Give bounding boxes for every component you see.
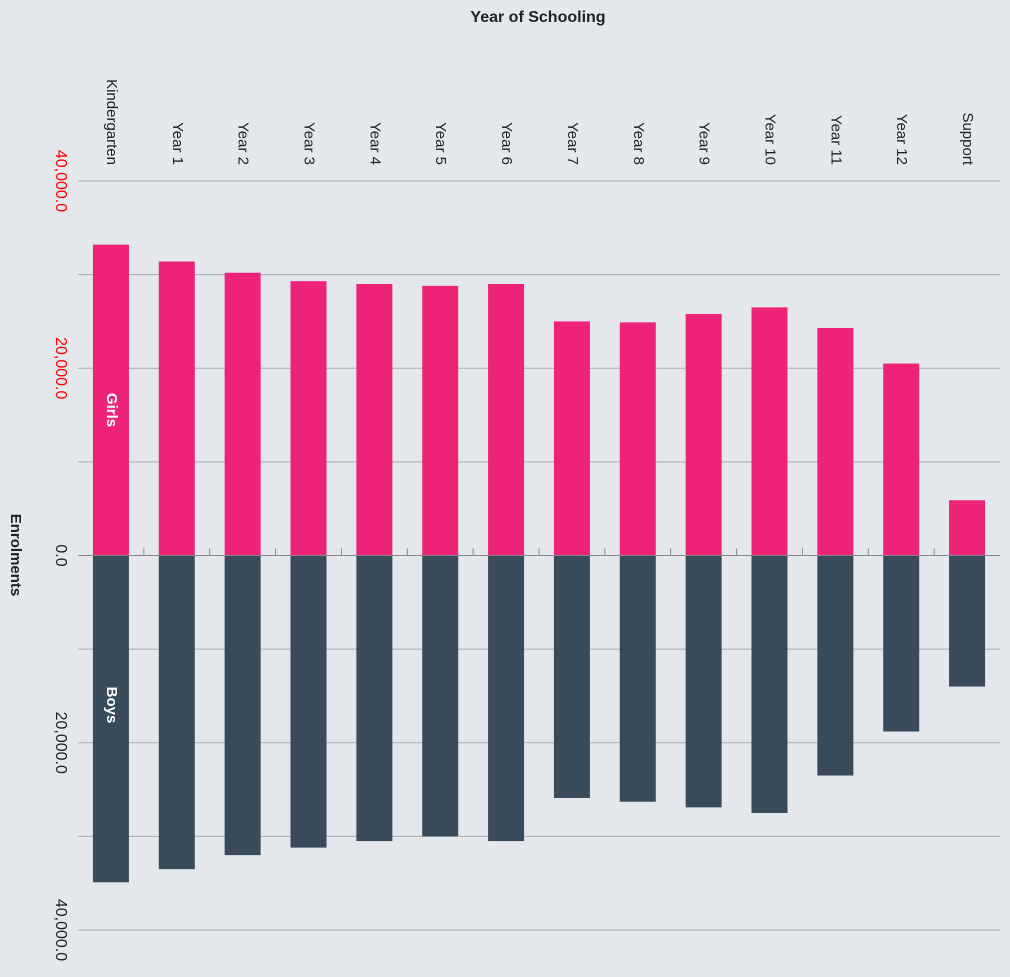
x-tick-label: Year 9 — [696, 122, 713, 165]
y-tick-label: 0.0 — [52, 544, 69, 566]
chart-title: Year of Schooling — [470, 9, 605, 26]
bar — [488, 283, 525, 556]
x-tick-label: Year 5 — [432, 122, 449, 165]
x-tick-label: Year 7 — [564, 122, 581, 165]
bar — [751, 555, 788, 813]
bar — [883, 363, 920, 556]
x-tick-label: Year 6 — [498, 122, 515, 165]
bar — [883, 555, 920, 732]
series-label: Girls — [103, 393, 120, 427]
bar — [949, 500, 986, 556]
bar — [817, 555, 854, 776]
bar — [290, 281, 327, 556]
x-tick-label: Year 4 — [366, 122, 383, 165]
x-tick-label: Year 8 — [630, 122, 647, 165]
x-tick-label: Year 2 — [235, 122, 252, 165]
bar — [619, 322, 656, 556]
x-tick-label: Year 3 — [301, 122, 318, 165]
bar — [553, 321, 590, 556]
series-label: Boys — [103, 687, 120, 724]
bar — [290, 555, 327, 848]
y-tick-label: 40,000.0 — [52, 150, 69, 212]
bar — [224, 555, 261, 856]
x-tick-label: Year 12 — [893, 114, 910, 165]
bar — [158, 555, 195, 870]
bar — [158, 261, 195, 556]
x-tick-label: Kindergarten — [103, 79, 120, 165]
bar — [751, 307, 788, 556]
bar — [553, 555, 590, 798]
x-tick-label: Support — [959, 112, 976, 165]
bar — [817, 327, 854, 556]
bar — [488, 555, 525, 842]
bar — [619, 555, 656, 802]
x-tick-label: Year 1 — [169, 122, 186, 165]
bar — [949, 555, 986, 687]
bar — [224, 272, 261, 556]
bar — [422, 285, 459, 556]
x-tick-label: Year 11 — [827, 115, 844, 165]
bar — [356, 555, 393, 842]
x-tick-label: Year 10 — [762, 114, 779, 165]
bar — [685, 555, 722, 808]
y-tick-label: 40,000.0 — [52, 899, 69, 961]
y-tick-label: 20,000.0 — [52, 712, 69, 774]
bar — [422, 555, 459, 837]
bar — [356, 283, 393, 556]
bar — [92, 244, 129, 556]
bar — [92, 555, 129, 883]
bar — [685, 313, 722, 556]
y-tick-label: 20,000.0 — [52, 337, 69, 399]
y-axis-title: Enrolments — [7, 514, 24, 597]
